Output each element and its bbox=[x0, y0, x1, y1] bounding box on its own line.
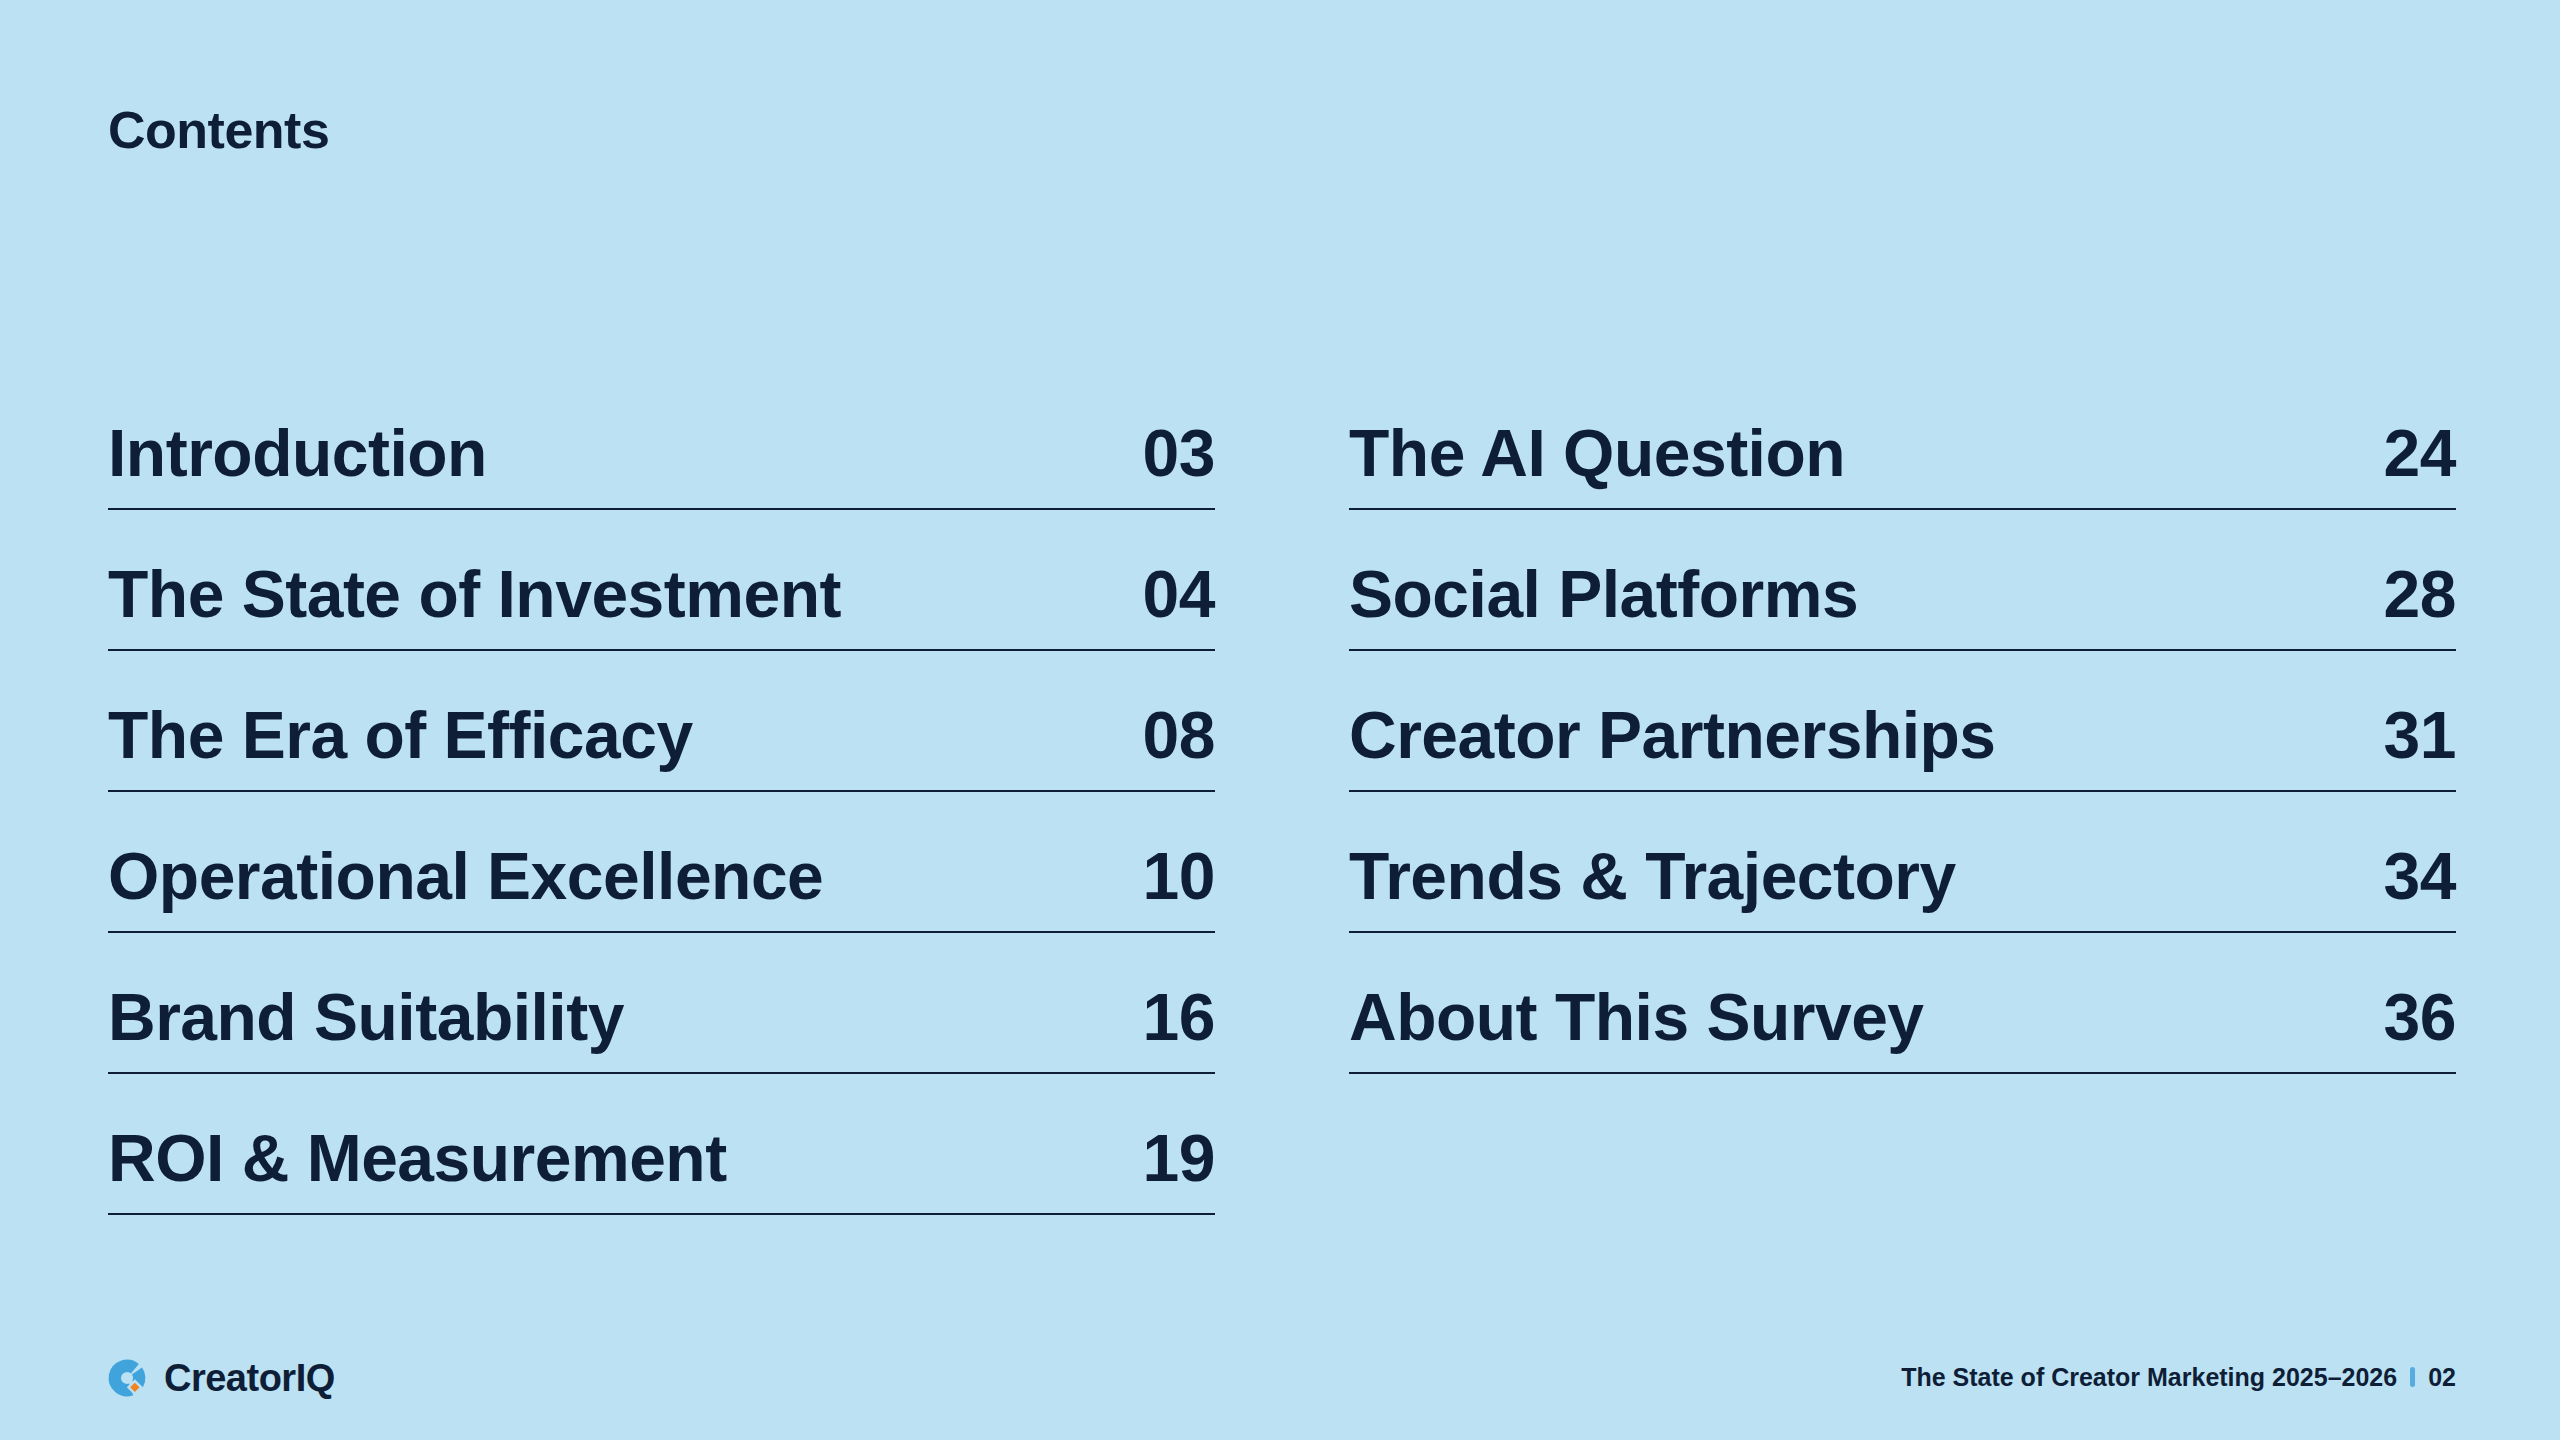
toc-entry-social-platforms[interactable]: Social Platforms 28 bbox=[1349, 558, 2456, 651]
page-title: Contents bbox=[108, 100, 329, 160]
toc-entry-page: 10 bbox=[1143, 840, 1215, 913]
toc-entry-page: 04 bbox=[1143, 558, 1215, 631]
toc-entry-label: The AI Question bbox=[1349, 417, 1845, 490]
toc-entry-label: About This Survey bbox=[1349, 981, 1924, 1054]
toc-column-right: The AI Question 24 Social Platforms 28 C… bbox=[1349, 417, 2456, 1263]
toc-entry-about-this-survey[interactable]: About This Survey 36 bbox=[1349, 981, 2456, 1074]
toc-entry-page: 08 bbox=[1143, 699, 1215, 772]
page-number: 02 bbox=[2428, 1363, 2456, 1392]
toc-entry-page: 24 bbox=[2384, 417, 2456, 490]
toc-entry-label: Trends & Trajectory bbox=[1349, 840, 1956, 913]
contents-slide: Contents Introduction 03 The State of In… bbox=[0, 0, 2560, 1440]
toc-entry-label: Social Platforms bbox=[1349, 558, 1858, 631]
toc-entry-page: 19 bbox=[1143, 1122, 1215, 1195]
toc-entry-roi-measurement[interactable]: ROI & Measurement 19 bbox=[108, 1122, 1215, 1215]
toc-entry-label: The State of Investment bbox=[108, 558, 841, 631]
toc-entry-trends-trajectory[interactable]: Trends & Trajectory 34 bbox=[1349, 840, 2456, 933]
footer-brand: CreatorIQ bbox=[106, 1356, 335, 1400]
creatoriq-logo-icon bbox=[106, 1357, 148, 1399]
toc-entry-label: Creator Partnerships bbox=[1349, 699, 1996, 772]
separator-bar-icon bbox=[2410, 1367, 2415, 1387]
toc-entry-label: Introduction bbox=[108, 417, 487, 490]
toc-entry-page: 28 bbox=[2384, 558, 2456, 631]
toc-entry-label: The Era of Efficacy bbox=[108, 699, 693, 772]
footer-meta: The State of Creator Marketing 2025–2026… bbox=[1901, 1360, 2456, 1394]
toc-entry-label: Operational Excellence bbox=[108, 840, 823, 913]
toc-entry-state-of-investment[interactable]: The State of Investment 04 bbox=[108, 558, 1215, 651]
toc-entry-page: 36 bbox=[2384, 981, 2456, 1054]
toc-entry-page: 31 bbox=[2384, 699, 2456, 772]
toc-entry-ai-question[interactable]: The AI Question 24 bbox=[1349, 417, 2456, 510]
toc-entry-page: 16 bbox=[1143, 981, 1215, 1054]
toc-entry-page: 03 bbox=[1143, 417, 1215, 490]
toc-entry-brand-suitability[interactable]: Brand Suitability 16 bbox=[108, 981, 1215, 1074]
toc-column-left: Introduction 03 The State of Investment … bbox=[108, 417, 1215, 1263]
toc-entry-page: 34 bbox=[2384, 840, 2456, 913]
toc-entry-creator-partnerships[interactable]: Creator Partnerships 31 bbox=[1349, 699, 2456, 792]
brand-wordmark: CreatorIQ bbox=[164, 1357, 335, 1400]
toc-entry-operational-excellence[interactable]: Operational Excellence 10 bbox=[108, 840, 1215, 933]
toc-entry-introduction[interactable]: Introduction 03 bbox=[108, 417, 1215, 510]
table-of-contents: Introduction 03 The State of Investment … bbox=[108, 417, 2456, 1263]
report-title: The State of Creator Marketing 2025–2026 bbox=[1901, 1363, 2397, 1392]
toc-entry-label: Brand Suitability bbox=[108, 981, 624, 1054]
toc-entry-label: ROI & Measurement bbox=[108, 1122, 727, 1195]
toc-entry-era-of-efficacy[interactable]: The Era of Efficacy 08 bbox=[108, 699, 1215, 792]
